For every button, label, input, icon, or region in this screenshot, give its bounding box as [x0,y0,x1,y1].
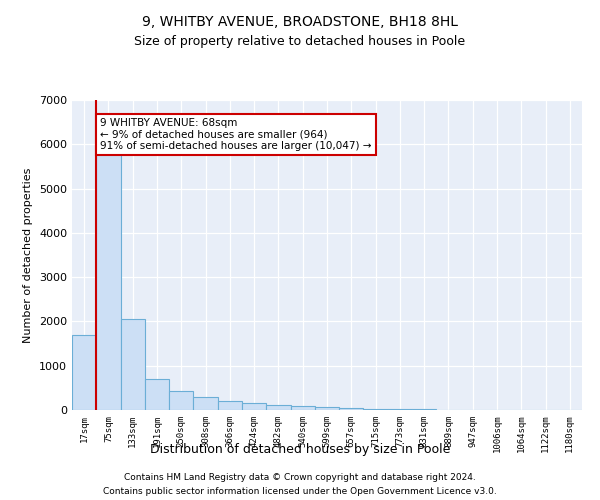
Bar [121,319,145,410]
Text: Contains public sector information licensed under the Open Government Licence v3: Contains public sector information licen… [103,488,497,496]
Bar [290,406,315,410]
Bar [96,153,121,410]
Text: 9, WHITBY AVENUE, BROADSTONE, BH18 8HL: 9, WHITBY AVENUE, BROADSTONE, BH18 8HL [142,15,458,29]
Bar [218,401,242,410]
Text: Distribution of detached houses by size in Poole: Distribution of detached houses by size … [150,442,450,456]
Bar [364,408,388,410]
Bar [169,391,193,410]
Bar [266,404,290,410]
Bar [193,396,218,410]
Bar [339,408,364,410]
Text: Size of property relative to detached houses in Poole: Size of property relative to detached ho… [134,35,466,48]
Bar [145,379,169,410]
Bar [388,409,412,410]
Y-axis label: Number of detached properties: Number of detached properties [23,168,34,342]
Bar [315,407,339,410]
Text: 9 WHITBY AVENUE: 68sqm
← 9% of detached houses are smaller (964)
91% of semi-det: 9 WHITBY AVENUE: 68sqm ← 9% of detached … [100,118,371,151]
Bar [242,404,266,410]
Text: Contains HM Land Registry data © Crown copyright and database right 2024.: Contains HM Land Registry data © Crown c… [124,472,476,482]
Bar [72,334,96,410]
